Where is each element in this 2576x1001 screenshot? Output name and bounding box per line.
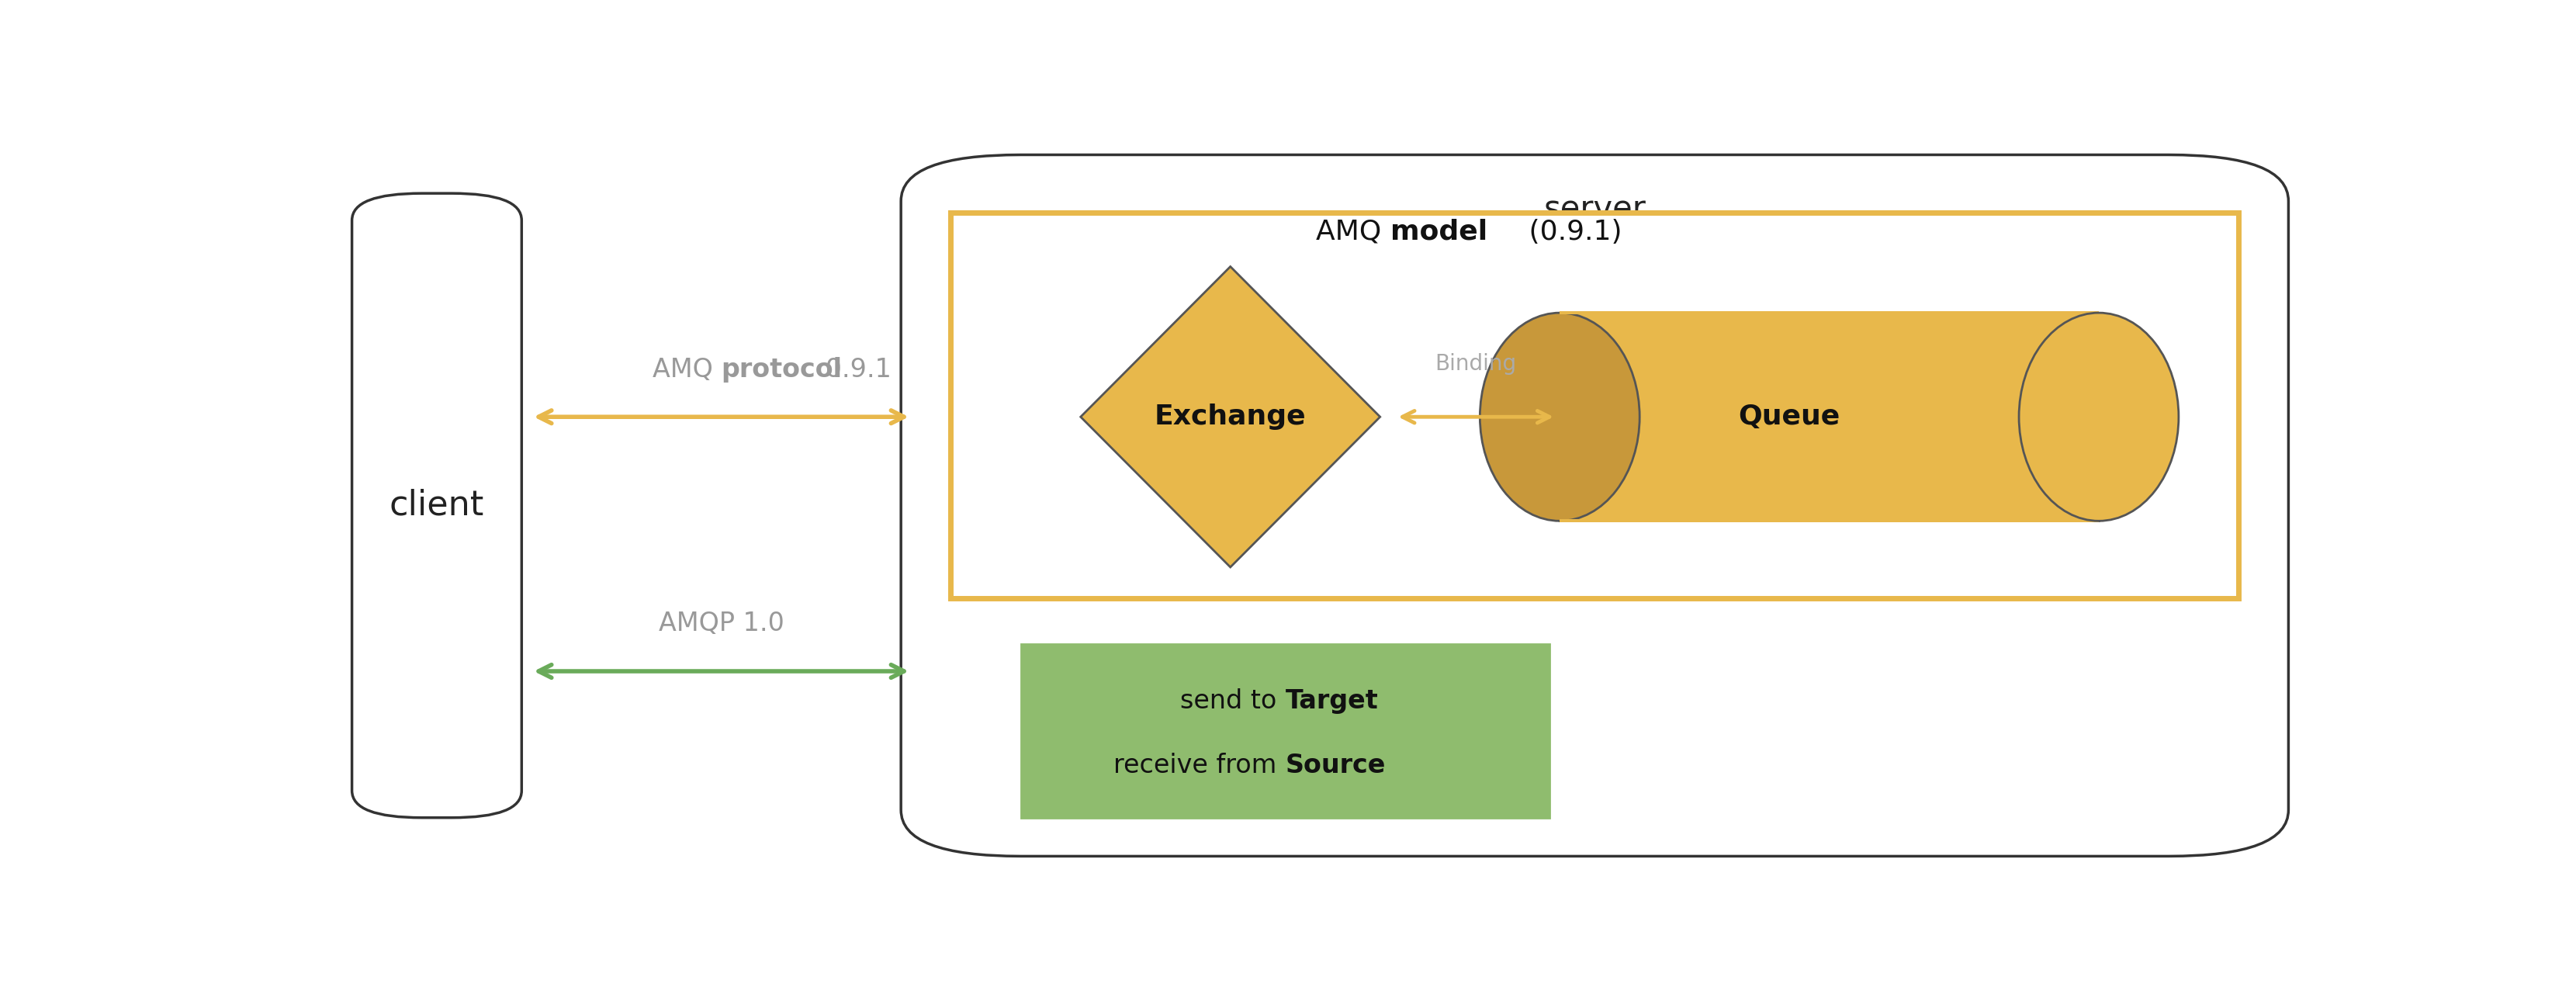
Text: server: server bbox=[1543, 193, 1646, 226]
Text: Target: Target bbox=[1285, 689, 1378, 715]
Bar bbox=[1561, 312, 2099, 521]
Ellipse shape bbox=[2020, 312, 2179, 521]
FancyBboxPatch shape bbox=[902, 155, 2287, 856]
Text: Source: Source bbox=[1285, 753, 1386, 779]
Text: AMQ: AMQ bbox=[1316, 218, 1391, 245]
Text: AMQP 1.0: AMQP 1.0 bbox=[659, 611, 783, 637]
Text: Queue: Queue bbox=[1739, 403, 1839, 430]
Text: Exchange: Exchange bbox=[1154, 403, 1306, 430]
Text: send to: send to bbox=[1180, 689, 1285, 715]
Ellipse shape bbox=[1479, 312, 1641, 521]
Text: protocol: protocol bbox=[721, 356, 842, 382]
Polygon shape bbox=[1082, 266, 1381, 568]
Text: 0.9.1: 0.9.1 bbox=[817, 356, 891, 382]
FancyBboxPatch shape bbox=[1020, 645, 1551, 818]
Bar bbox=[1561, 311, 2099, 314]
Text: AMQ: AMQ bbox=[652, 356, 721, 382]
Text: model: model bbox=[1391, 218, 1486, 245]
Bar bbox=[1561, 520, 2099, 523]
Text: receive from: receive from bbox=[1113, 753, 1285, 779]
Text: client: client bbox=[389, 488, 484, 523]
Text: Binding: Binding bbox=[1435, 352, 1517, 374]
FancyBboxPatch shape bbox=[951, 212, 2239, 598]
Text: (0.9.1): (0.9.1) bbox=[1520, 218, 1623, 245]
FancyBboxPatch shape bbox=[353, 193, 520, 818]
